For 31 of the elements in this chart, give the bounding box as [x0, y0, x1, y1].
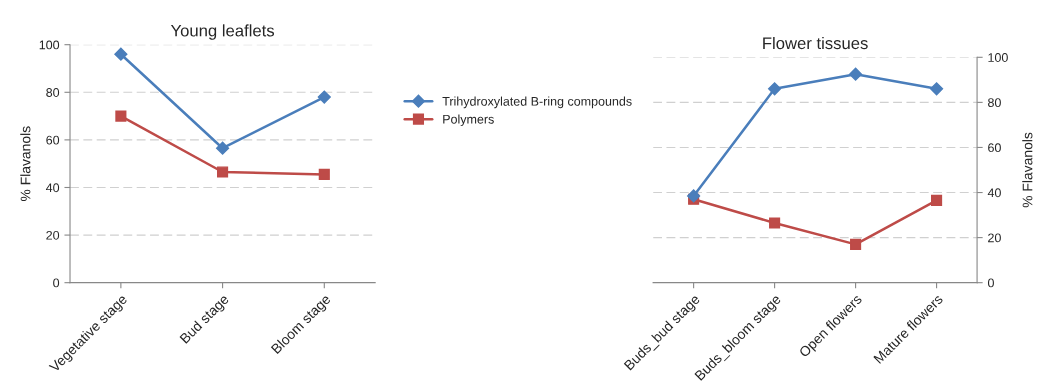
chart-title: Young leaflets [170, 24, 275, 40]
y2-axis-title: % Flavanols [1022, 132, 1033, 208]
point [114, 47, 128, 61]
y-tick-label: 20 [46, 230, 60, 240]
point [850, 238, 862, 250]
y-tick-label: 40 [45, 183, 60, 193]
y-tick-label: 0 [53, 278, 60, 288]
y2-tick-label: 60 [988, 143, 1001, 153]
y-axis-title: % Flavanols [20, 126, 31, 202]
y2-tick-label: 80 [988, 98, 1001, 108]
point [849, 67, 863, 81]
point [769, 217, 781, 229]
legend-label: Polymers [443, 114, 494, 127]
point [115, 110, 127, 122]
point [317, 90, 331, 104]
legend-label: Trihydroxylated B-ring compounds [442, 96, 632, 109]
point [318, 168, 330, 180]
point [215, 141, 230, 155]
y-tick-label: 100 [39, 40, 60, 50]
y2-tick-label: 40 [987, 188, 1001, 198]
y-tick-label: 60 [46, 135, 60, 145]
y2-tick-label: 20 [988, 233, 1001, 243]
point [217, 166, 229, 178]
point [931, 194, 943, 206]
y2-tick-label: 0 [987, 278, 994, 288]
y-tick-label: 80 [46, 88, 60, 97]
point [929, 82, 944, 96]
y2-tick-label: 100 [988, 53, 1008, 62]
chart-title: Flower tissues [763, 36, 868, 50]
point [768, 82, 782, 96]
point [687, 189, 701, 203]
